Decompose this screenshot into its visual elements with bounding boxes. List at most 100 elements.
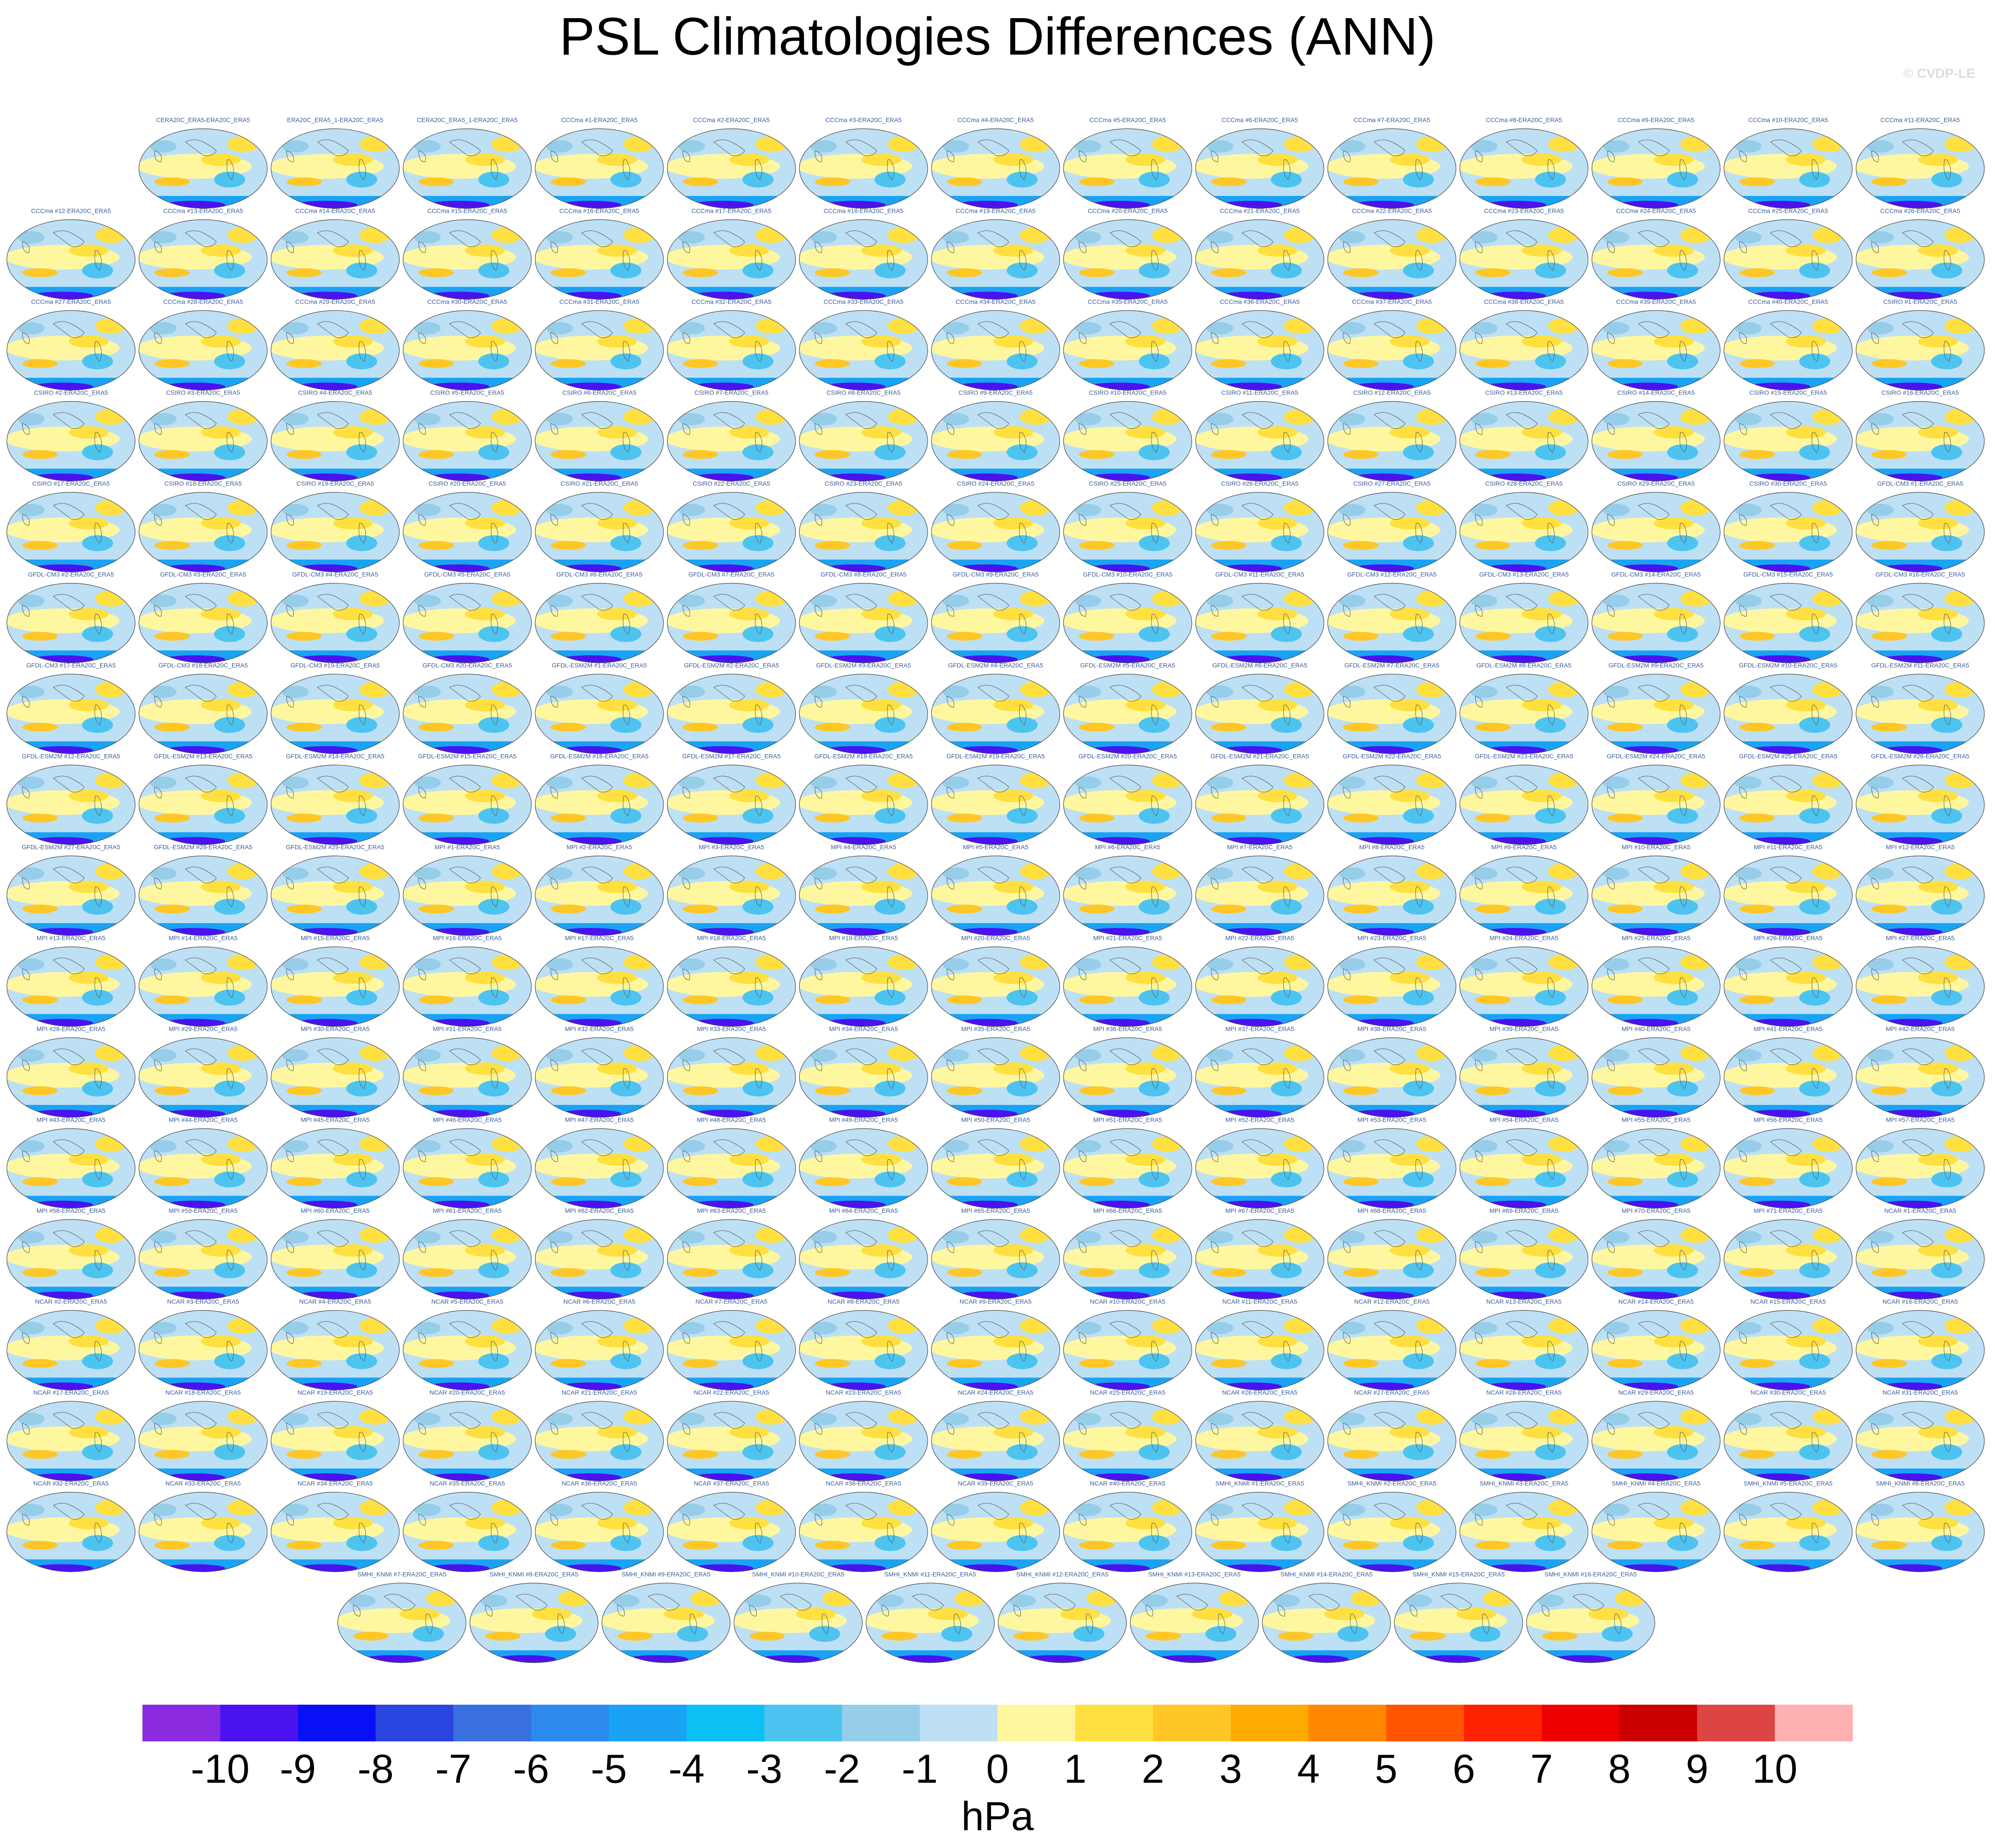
panel-title: MPI #13-ERA20C_ERA5 [37, 935, 106, 942]
panel-title: CSIRO #2-ERA20C_ERA5 [34, 389, 108, 396]
map [1854, 490, 1987, 577]
panel-title: MPI #65-ERA20C_ERA5 [961, 1207, 1030, 1214]
panel-title: MPI #47-ERA20C_ERA5 [565, 1116, 634, 1123]
map-panel: CCCma #17-ERA20C_ERA5 [665, 207, 798, 305]
panel-title: GFDL-ESM2M #15-ERA20C_ERA5 [418, 753, 517, 760]
map-panel: CCCma #40-ERA20C_ERA5 [1722, 298, 1854, 395]
panel-title: NCAR #15-ERA20C_ERA5 [1750, 1298, 1826, 1305]
panel-title: CSIRO #29-ERA20C_ERA5 [1617, 480, 1695, 487]
panel-title: MPI #14-ERA20C_ERA5 [169, 935, 238, 942]
map [1854, 1217, 1987, 1304]
map [1590, 672, 1723, 759]
color-box [1231, 1705, 1309, 1741]
panel-title: CCCma #5-ERA20C_ERA5 [1090, 116, 1166, 123]
map-panel: CSIRO #4-ERA20C_ERA5 [269, 389, 402, 487]
panel-title: GFDL-ESM2M #28-ERA20C_ERA5 [154, 843, 253, 851]
panel-title: GFDL-CM3 #1-ERA20C_ERA5 [1877, 480, 1964, 487]
map-panel: CSIRO #26-ERA20C_ERA5 [1193, 480, 1326, 577]
map-panel: GFDL-CM3 #20-ERA20C_ERA5 [401, 662, 533, 759]
map [1326, 1308, 1458, 1396]
map-panel: CERA20C_ERA5_1-ERA20C_ERA5 [401, 116, 533, 214]
panel-title: MPI #51-ERA20C_ERA5 [1093, 1116, 1162, 1123]
panel-title: MPI #43-ERA20C_ERA5 [37, 1116, 106, 1123]
map-panel: CCCma #12-ERA20C_ERA5 [5, 207, 138, 305]
map [533, 127, 666, 214]
map [137, 1217, 269, 1304]
map [1193, 1127, 1326, 1214]
map-panel: GFDL-ESM2M #27-ERA20C_ERA5 [5, 843, 138, 941]
panel-title: MPI #8-ERA20C_ERA5 [1359, 843, 1425, 851]
map-panel: MPI #52-ERA20C_ERA5 [1193, 1116, 1326, 1214]
panel-title: SMHI_KNMI #5-ERA20C_ERA5 [1744, 1480, 1833, 1487]
watermark: © CVDP-LE [1903, 66, 1975, 81]
map-panel: CSIRO #21-ERA20C_ERA5 [533, 480, 666, 577]
panel-title: SMHI_KNMI #12-ERA20C_ERA5 [1016, 1571, 1109, 1578]
map [1193, 1035, 1326, 1123]
map-panel: CCCma #4-ERA20C_ERA5 [929, 116, 1062, 214]
map-panel: GFDL-ESM2M #6-ERA20C_ERA5 [1193, 662, 1326, 759]
map-panel: MPI #2-ERA20C_ERA5 [533, 843, 666, 941]
panel-title: GFDL-ESM2M #12-ERA20C_ERA5 [22, 753, 120, 760]
map [1722, 945, 1854, 1032]
tick-label: 7 [1531, 1746, 1553, 1791]
colorbar-label: hPa [961, 1794, 1034, 1839]
map-panel: GFDL-CM3 #1-ERA20C_ERA5 [1854, 480, 1987, 577]
map [929, 1217, 1062, 1304]
map [665, 399, 798, 487]
map-panel: MPI #33-ERA20C_ERA5 [665, 1025, 798, 1123]
map-panel: NCAR #4-ERA20C_ERA5 [269, 1298, 402, 1396]
map [1722, 399, 1854, 487]
panel-title: CSIRO #11-ERA20C_ERA5 [1221, 389, 1298, 396]
map [1326, 1217, 1458, 1304]
map-panel: GFDL-CM3 #4-ERA20C_ERA5 [269, 571, 402, 668]
map [401, 1217, 533, 1304]
map [1854, 672, 1987, 759]
panel-title: NCAR #4-ERA20C_ERA5 [299, 1298, 371, 1305]
tick-label: 5 [1375, 1746, 1397, 1791]
map-panel: GFDL-CM3 #17-ERA20C_ERA5 [5, 662, 138, 759]
map [1722, 763, 1854, 850]
map-panel: GFDL-ESM2M #21-ERA20C_ERA5 [1193, 753, 1326, 850]
map-panel: CSIRO #1-ERA20C_ERA5 [1854, 298, 1987, 395]
panel-title: MPI #26-ERA20C_ERA5 [1753, 935, 1822, 942]
map-panel: MPI #70-ERA20C_ERA5 [1590, 1207, 1723, 1304]
panel-title: MPI #56-ERA20C_ERA5 [1753, 1116, 1822, 1123]
map [269, 1127, 402, 1214]
map [1061, 1217, 1194, 1304]
map [1458, 1217, 1590, 1304]
map [732, 1581, 864, 1668]
panel-title: GFDL-CM3 #10-ERA20C_ERA5 [1083, 571, 1173, 578]
panel-title: CSIRO #20-ERA20C_ERA5 [429, 480, 506, 487]
panel-title: NCAR #19-ERA20C_ERA5 [297, 1389, 373, 1396]
map-panel: GFDL-CM3 #12-ERA20C_ERA5 [1326, 571, 1458, 668]
tick-label: -4 [668, 1746, 705, 1791]
map [1590, 218, 1723, 305]
panel-title: CCCma #30-ERA20C_ERA5 [427, 298, 507, 305]
map [1061, 581, 1194, 668]
map [1392, 1581, 1525, 1668]
map [1061, 854, 1194, 941]
panel-title: GFDL-CM3 #7-ERA20C_ERA5 [688, 571, 775, 578]
map-panel: CSIRO #25-ERA20C_ERA5 [1061, 480, 1194, 577]
map [269, 1399, 402, 1486]
panel-title: MPI #66-ERA20C_ERA5 [1093, 1207, 1162, 1214]
map-panel: CSIRO #19-ERA20C_ERA5 [269, 480, 402, 577]
map-panel: CCCma #23-ERA20C_ERA5 [1458, 207, 1590, 305]
map [5, 218, 138, 305]
panel-title: CCCma #31-ERA20C_ERA5 [560, 298, 640, 305]
panel-title: MPI #46-ERA20C_ERA5 [433, 1116, 502, 1123]
map-panel: CCCma #26-ERA20C_ERA5 [1854, 207, 1987, 305]
map-panel: NCAR #1-ERA20C_ERA5 [1854, 1207, 1987, 1304]
panel-title: NCAR #14-ERA20C_ERA5 [1618, 1298, 1694, 1305]
map-panel: MPI #21-ERA20C_ERA5 [1061, 935, 1194, 1032]
map [1590, 763, 1723, 850]
map-panel: SMHI_KNMI #10-ERA20C_ERA5 [732, 1571, 864, 1668]
panel-title: NCAR #20-ERA20C_ERA5 [430, 1389, 505, 1396]
panel-title: SMHI_KNMI #14-ERA20C_ERA5 [1280, 1571, 1373, 1578]
panel-title: MPI #5-ERA20C_ERA5 [963, 843, 1028, 851]
map-panel: MPI #67-ERA20C_ERA5 [1193, 1207, 1326, 1304]
map-panel: CCCma #38-ERA20C_ERA5 [1458, 298, 1590, 395]
map-panel: MPI #58-ERA20C_ERA5 [5, 1207, 138, 1304]
map [533, 490, 666, 577]
map [269, 581, 402, 668]
